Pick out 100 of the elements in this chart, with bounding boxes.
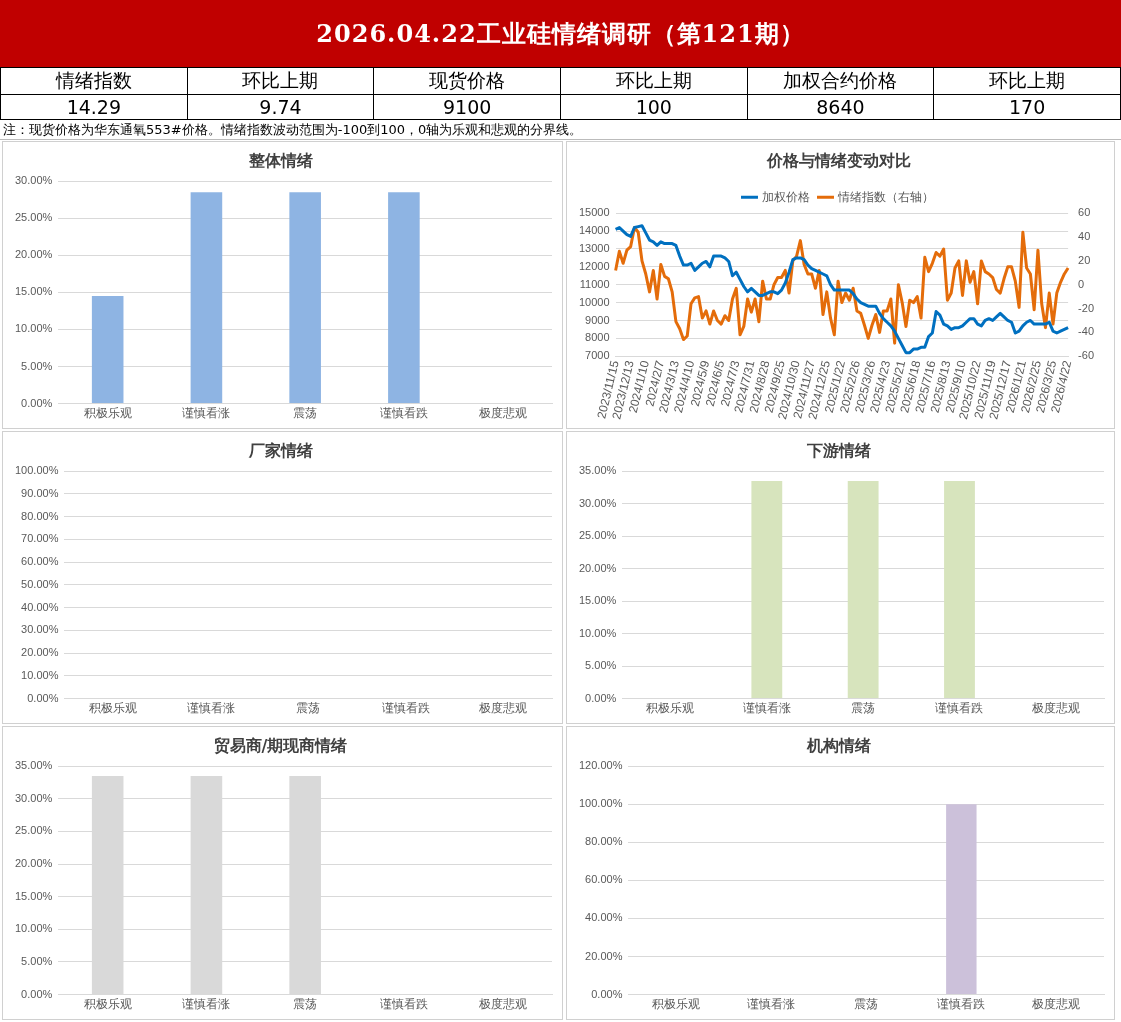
- x-tick-label: 谨慎看跌: [935, 701, 984, 716]
- chart-title: 贸易商/期现商情绪: [213, 735, 348, 755]
- category-label: 环比上期: [187, 67, 374, 95]
- y-tick-label: 0.00%: [585, 691, 617, 704]
- category-label: 环比上期: [933, 67, 1121, 95]
- y-tick-label: 15.00%: [579, 594, 617, 607]
- y2-tick-label: -20: [1078, 301, 1095, 314]
- y2-tick-label: -40: [1078, 325, 1095, 338]
- y2-tick-label: 20: [1078, 253, 1091, 266]
- y-tick-label: 0.00%: [21, 987, 53, 1000]
- y-tick-label: 14000: [578, 224, 610, 237]
- y-tick-label: 13000: [578, 241, 610, 254]
- data-label: 9.74: [187, 94, 374, 120]
- x-tick-label: 积极乐观: [646, 701, 695, 716]
- chart-title: 整体情绪: [247, 150, 313, 170]
- y-tick-label: 25.00%: [15, 824, 53, 837]
- y-tick-label: 20.00%: [579, 561, 617, 574]
- x-tick-label: 谨慎看涨: [186, 701, 235, 716]
- y-tick-label: 5.00%: [585, 659, 617, 672]
- y-tick-label: 100.00%: [14, 464, 59, 477]
- y-tick-label: 10.00%: [15, 322, 53, 335]
- y-tick-label: 40.00%: [21, 600, 59, 613]
- chart-title: 机构情绪: [805, 735, 871, 755]
- x-tick-label: 震荡: [854, 997, 879, 1012]
- x-tick-label: 积极乐观: [651, 997, 700, 1012]
- y-tick-label: 5.00%: [21, 359, 53, 372]
- x-tick-label: 谨慎看涨: [742, 701, 791, 716]
- y-tick-label: 90.00%: [21, 486, 59, 499]
- x-tick-label: 震荡: [851, 701, 876, 716]
- y-tick-label: 20.00%: [15, 857, 53, 870]
- x-tick-label: 震荡: [293, 997, 318, 1012]
- data-label: 100: [560, 94, 748, 120]
- y-tick-label: 50.00%: [21, 577, 59, 590]
- y-tick-label: 25.00%: [15, 211, 53, 224]
- y-tick-label: 30.00%: [15, 174, 53, 187]
- y-tick-label: 25.00%: [579, 529, 617, 542]
- y-tick-label: 15.00%: [15, 889, 53, 902]
- category-label: 加权合约价格: [747, 67, 934, 95]
- y-tick-label: 12000: [578, 259, 610, 272]
- x-tick-label: 极度悲观: [477, 997, 527, 1012]
- chart-title: 厂家情绪: [247, 440, 313, 460]
- y-tick-label: 10.00%: [21, 668, 59, 681]
- data-label: 8640: [747, 94, 934, 120]
- chart-title: 价格与情绪变动对比: [765, 150, 911, 170]
- y-tick-label: 5.00%: [21, 955, 53, 967]
- y-tick-label: 120.00%: [578, 759, 623, 772]
- y-tick-label: 20.00%: [21, 646, 59, 659]
- y-tick-label: 20.00%: [15, 248, 53, 261]
- y-tick-label: 10.00%: [15, 922, 53, 935]
- y-tick-label: 30.00%: [21, 623, 59, 636]
- x-tick-label: 极度悲观: [478, 701, 528, 716]
- y-tick-label: 15.00%: [15, 285, 53, 298]
- y-tick-label: 80.00%: [585, 835, 623, 848]
- y-tick-label: 60.00%: [585, 873, 623, 886]
- y2-tick-label: 40: [1078, 230, 1091, 243]
- legend-label: 情绪指数（右轴）: [836, 189, 934, 204]
- text: 注：现货价格为华东通氧553#价格。情绪指数波动范围为-100到100，0轴为乐观和悲观的分界线。: [0, 120, 1121, 140]
- y-tick-label: 0.00%: [591, 987, 623, 1000]
- category-label: 现货价格: [373, 67, 561, 95]
- x-tick-label: 谨慎看涨: [182, 997, 231, 1012]
- y-tick-label: 20.00%: [585, 949, 623, 962]
- text: 2026.04.22工业硅情绪调研（第121期）: [0, 0, 1121, 67]
- category-label: 环比上期: [560, 67, 748, 95]
- y-tick-label: 70.00%: [21, 532, 59, 545]
- x-tick-label: 极度悲观: [1030, 701, 1080, 716]
- y-tick-label: 40.00%: [585, 911, 623, 924]
- legend-label: 加权价格: [761, 189, 810, 204]
- y-tick-label: 100.00%: [578, 797, 623, 810]
- y2-tick-label: 60: [1078, 206, 1091, 219]
- x-tick-label: 震荡: [296, 701, 321, 716]
- x-tick-label: 积极乐观: [89, 701, 138, 716]
- y-tick-label: 30.00%: [15, 791, 53, 804]
- x-tick-label: 谨慎看涨: [747, 997, 796, 1012]
- data-label: 9100: [373, 94, 561, 120]
- data-label: 14.29: [0, 94, 188, 120]
- y-tick-label: 0.00%: [27, 691, 59, 704]
- y2-tick-label: -60: [1078, 349, 1095, 362]
- y-tick-label: 35.00%: [579, 464, 617, 477]
- y-tick-label: 60.00%: [21, 555, 59, 568]
- y-tick-label: 30.00%: [579, 496, 617, 509]
- x-tick-label: 谨慎看跌: [379, 997, 428, 1012]
- y2-tick-label: 0: [1078, 277, 1085, 290]
- y-tick-label: 9000: [585, 313, 610, 326]
- x-tick-label: 震荡: [293, 406, 318, 421]
- y-tick-label: 7000: [585, 349, 610, 362]
- y-tick-label: 80.00%: [21, 509, 59, 522]
- y-tick-label: 8000: [585, 331, 610, 344]
- y-tick-label: 15000: [578, 206, 610, 219]
- data-label: 170: [933, 94, 1121, 120]
- y-tick-label: 0.00%: [21, 396, 53, 409]
- y-tick-label: 10000: [578, 295, 610, 308]
- x-tick-label: 谨慎看跌: [379, 406, 428, 421]
- y-tick-label: 10.00%: [579, 626, 617, 639]
- y-tick-label: 35.00%: [15, 759, 53, 772]
- x-tick-label: 谨慎看涨: [182, 406, 231, 421]
- x-tick-label: 积极乐观: [83, 997, 132, 1012]
- x-tick-label: 积极乐观: [83, 406, 132, 421]
- x-tick-label: 极度悲观: [477, 406, 527, 421]
- x-tick-label: 谨慎看跌: [381, 701, 430, 716]
- x-tick-label: 极度悲观: [1031, 997, 1081, 1012]
